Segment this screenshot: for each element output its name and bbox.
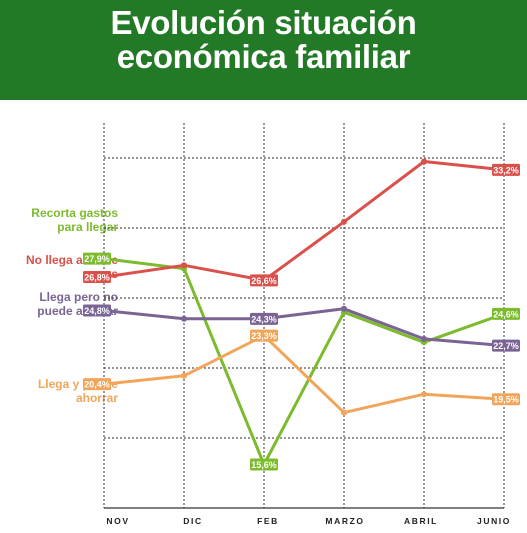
data-label-2-5: 22,7% <box>493 341 519 351</box>
series-line-1 <box>103 160 505 282</box>
data-label-bg-0-2 <box>250 458 278 471</box>
header-banner: Evolución situación económica familiar <box>0 0 527 100</box>
data-label-2-2: 24,3% <box>251 314 277 324</box>
data-label-bg-3-5 <box>492 393 520 406</box>
data-point-1-4 <box>421 158 427 165</box>
data-label-1-2: 26,6% <box>251 276 277 286</box>
data-point-2-3 <box>341 305 347 312</box>
data-label-bg-3-2 <box>250 329 278 342</box>
series-line-2 <box>103 307 505 348</box>
data-label-3-0: 20,4% <box>84 380 110 390</box>
legend-recorta: Recorta gastos para llegar <box>21 206 118 234</box>
data-point-2-1 <box>181 315 187 322</box>
data-point-3-1 <box>181 372 187 379</box>
x-tick-label-marzo: MARZO <box>325 516 364 526</box>
series-line-3 <box>103 334 505 415</box>
data-label-1-0: 26,8% <box>84 273 110 283</box>
data-label-bg-3-0 <box>83 378 111 391</box>
data-point-2-4 <box>421 335 427 342</box>
data-label-2-0: 24,8% <box>84 306 110 316</box>
data-label-0-2: 15,6% <box>251 460 277 470</box>
data-label-bg-2-2 <box>250 312 278 325</box>
x-tick-label-abril: ABRIL <box>404 516 438 526</box>
chart-title-line-2: económica familiar <box>116 38 411 75</box>
data-label-bg-2-5 <box>492 339 520 352</box>
data-label-3-5: 19,5% <box>493 395 519 405</box>
data-label-bg-2-0 <box>83 304 111 317</box>
data-label-bg-0-0 <box>83 252 111 265</box>
data-label-bg-0-5 <box>492 307 520 320</box>
series-line-0 <box>103 257 505 466</box>
x-tick-label-junio: JUNIO <box>477 516 511 526</box>
data-label-1-5: 33,2% <box>493 165 519 175</box>
legend-recorta-label: Recorta gastos para llegar <box>31 206 118 234</box>
data-label-3-2: 23,3% <box>251 331 277 341</box>
data-point-1-3 <box>341 218 347 225</box>
data-label-bg-1-5 <box>492 163 520 176</box>
data-label-bg-1-2 <box>250 274 278 287</box>
data-point-3-4 <box>421 391 427 398</box>
x-tick-label-feb: FEB <box>257 516 279 526</box>
x-tick-label-dic: DIC <box>183 516 202 526</box>
chart-title-line-1: Evolución situación <box>110 4 417 41</box>
x-tick-label-nov: NOV <box>106 516 129 526</box>
data-point-3-3 <box>341 409 347 416</box>
data-label-bg-1-0 <box>83 271 111 283</box>
data-point-1-1 <box>181 262 187 269</box>
data-label-0-5: 24,6% <box>493 309 519 319</box>
data-label-0-0: 27,9% <box>84 254 110 264</box>
